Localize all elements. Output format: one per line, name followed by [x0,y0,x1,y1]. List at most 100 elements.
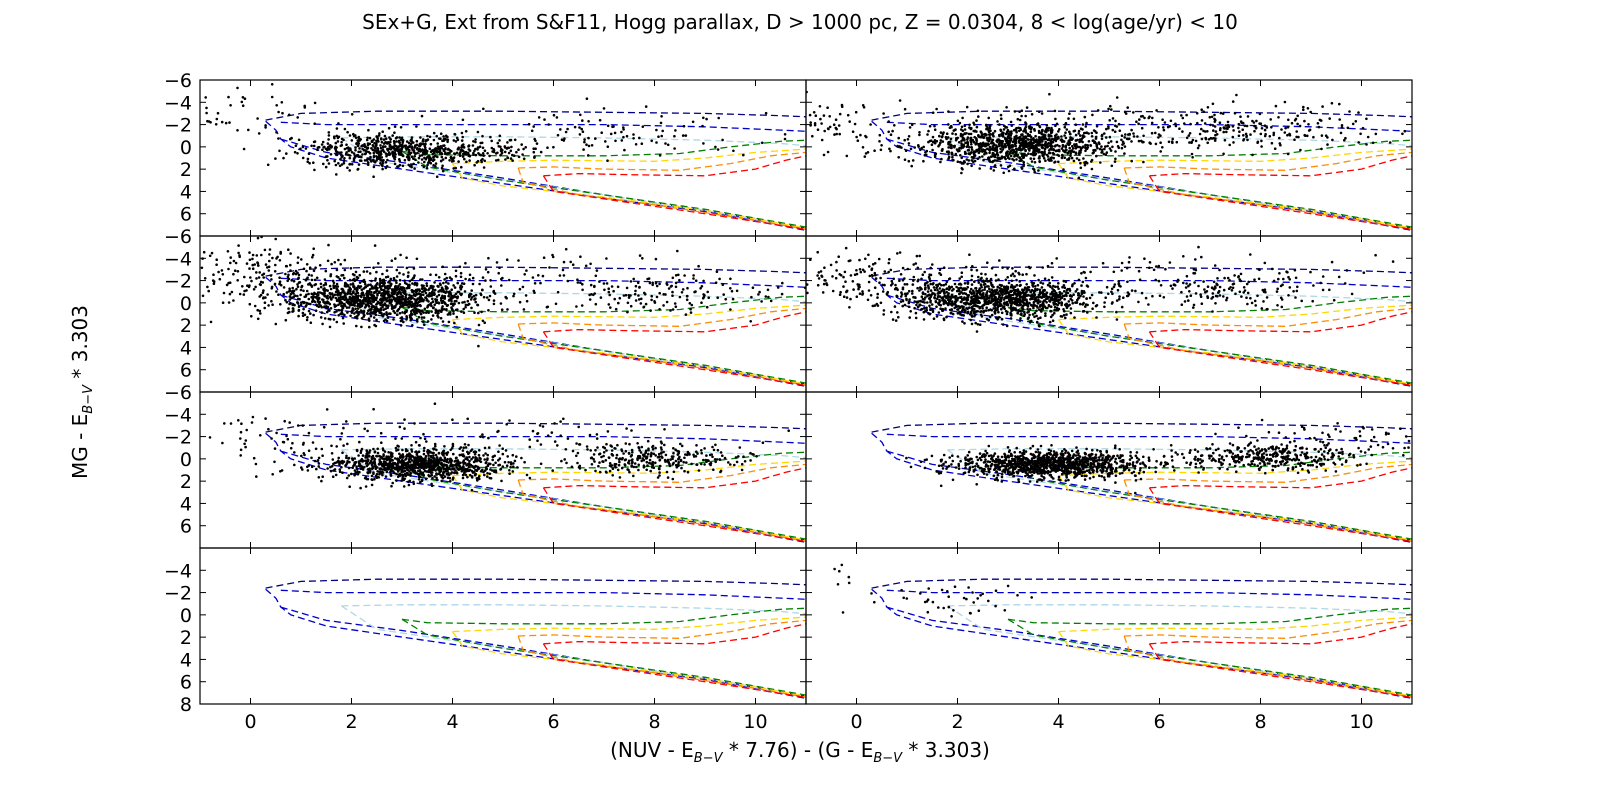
scatter-point [822,114,826,117]
scatter-point [950,151,954,155]
scatter-point [1263,128,1267,132]
scatter-point [498,266,501,270]
scatter-point [343,313,346,317]
scatter-point [1080,284,1083,287]
scatter-point [232,272,235,276]
scatter-point [254,271,258,274]
scatter-point [353,287,357,291]
scatter-point [274,263,277,267]
scatter-point [1181,130,1184,133]
scatter-point [384,307,387,311]
scatter-point [394,149,398,152]
scatter-point [959,132,963,136]
scatter-point [1180,114,1183,117]
scatter-point [236,270,240,273]
scatter-point [343,276,346,280]
scatter-point [297,305,301,309]
scatter-point [385,311,388,314]
scatter-point [476,130,480,134]
scatter-point [362,278,366,282]
scatter-point [1047,158,1050,161]
scatter-point [1078,153,1081,156]
scatter-point [583,138,586,141]
scatter-point [931,148,934,152]
scatter-point [1091,139,1095,142]
scatter-point [783,137,787,141]
scatter-point [340,156,344,159]
scatter-point [665,300,669,304]
scatter-point [375,282,379,286]
scatter-point [412,267,416,270]
scatter-point [236,86,239,90]
scatter-point [464,303,468,307]
scatter-point [940,289,943,293]
scatter-point [456,308,459,311]
scatter-point [1034,152,1038,156]
scatter-point [996,156,999,160]
scatter-point [430,310,433,313]
scatter-point [476,303,479,307]
scatter-point [935,107,938,111]
scatter-point [355,310,358,314]
scatter-point [1033,311,1037,315]
scatter-point [933,139,937,142]
scatter-point [985,152,988,155]
scatter-point [407,286,411,290]
scatter-point [926,133,929,136]
y-tick-label: 6 [180,360,192,382]
scatter-point [292,292,295,295]
scatter-point [1040,138,1044,141]
scatter-point [608,293,611,297]
scatter-point [1022,156,1025,159]
scatter-point [312,269,316,273]
scatter-point [442,139,446,142]
scatter-point [298,297,301,301]
scatter-point [979,142,982,145]
scatter-point [1115,140,1119,144]
scatter-point [1312,135,1315,139]
scatter-point [969,136,973,140]
scatter-point [933,296,936,299]
scatter-point [833,133,836,136]
scatter-point [416,151,419,155]
scatter-point [487,309,490,312]
scatter-point [1068,112,1071,115]
scatter-point [575,305,578,308]
scatter-point [1033,293,1037,297]
scatter-point [415,283,419,286]
scatter-point [731,297,735,301]
scatter-point [253,304,257,308]
scatter-point [285,152,288,155]
scatter-point [439,316,443,320]
scatter-point [462,143,465,146]
scatter-point [1190,152,1194,156]
scatter-point [389,277,393,281]
scatter-point [1200,119,1204,122]
scatter-point [1060,147,1064,150]
scatter-point [964,141,967,145]
scatter-point [1025,154,1028,157]
scatter-point [303,313,307,317]
scatter-point [214,123,218,126]
scatter-point [427,154,430,158]
scatter-point [1185,136,1189,140]
scatter-point [446,313,450,316]
scatter-point [291,303,295,307]
scatter-point [262,276,266,279]
scatter-point [997,310,1000,314]
scatter-point [610,285,614,288]
scatter-point [1340,124,1344,127]
scatter-point [1054,117,1057,121]
scatter-point [1027,286,1031,289]
scatter-point [1260,127,1264,130]
scatter-point [1083,163,1087,167]
scatter-point [705,117,708,121]
scatter-point [1283,131,1287,134]
scatter-point [454,274,458,278]
scatter-point [363,282,367,286]
scatter-point [609,306,612,309]
scatter-point [956,160,960,163]
scatter-point [296,277,300,281]
scatter-point [412,276,416,279]
scatter-point [328,309,331,312]
